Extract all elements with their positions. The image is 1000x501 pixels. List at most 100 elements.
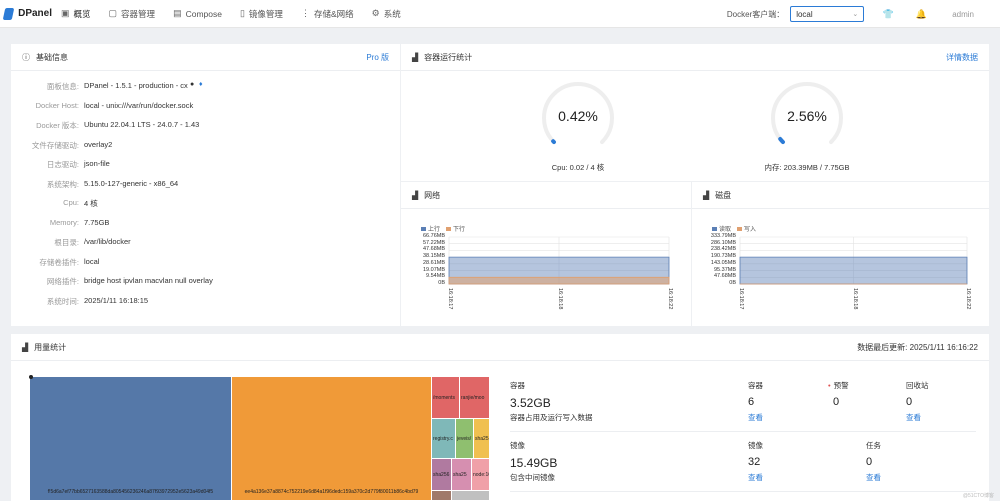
treemap-cell[interactable]: node:16	[472, 459, 490, 491]
info-value: /var/lib/docker	[84, 237, 131, 246]
container-view-link[interactable]: 查看	[748, 413, 763, 422]
warning-label: • 预警	[828, 381, 849, 390]
series-area-2	[448, 276, 670, 285]
info-value: local	[84, 256, 100, 266]
usage-title: 用量统计	[34, 342, 67, 352]
legend-label: 写入	[744, 227, 757, 233]
bell-icon[interactable]: 🔔	[915, 8, 927, 19]
cpu-caption: Cpu: 0.02 / 4 核	[551, 163, 605, 172]
info-row: 存储卷插件: local	[11, 257, 396, 271]
treemap-cell[interactable]: /moments	[432, 377, 460, 419]
container-section-label: 容器	[510, 381, 525, 390]
image-count-label: 镜像	[748, 441, 763, 450]
info-value: 5.15.0-127-generic - x86_64	[84, 178, 179, 188]
usage-treemap: f!5d6a7ef77bb6527163588da805456236246a87…	[30, 377, 490, 501]
legend-label: 读取	[719, 227, 732, 233]
info-value: 7.75GB	[84, 217, 110, 227]
image-view-link[interactable]: 查看	[748, 473, 763, 482]
nav-item-overview[interactable]: ▣ 概览	[61, 8, 91, 19]
y-tick-label: 66.76MB	[422, 233, 445, 239]
y-tick-label: 190.73MB	[710, 253, 736, 260]
container-size: 3.52GB	[510, 396, 551, 410]
treemap-cell-label: sha25	[475, 436, 489, 442]
legend-swatch	[712, 227, 717, 232]
recycle-view-link[interactable]: 查看	[906, 413, 921, 422]
chart-legend[interactable]: 读取 写入	[712, 224, 756, 233]
image-section-label: 镜像	[510, 441, 525, 450]
chart-legend[interactable]: 上行 下行	[421, 224, 465, 233]
pro-link[interactable]: Pro 版	[366, 52, 389, 62]
main-nav: ▣ 概览 ▢ 容器管理 ▤ Compose ▯ 镜像管理 ⋮ 存储&网络 ⚙ 系…	[52, 0, 410, 28]
treemap-cell-label: node:16	[473, 472, 490, 478]
bar-chart-icon: ▟	[22, 342, 29, 352]
github-icon[interactable]: ●	[190, 81, 195, 88]
treemap-corner-handle[interactable]	[29, 375, 33, 379]
info-label: Memory:	[49, 217, 79, 227]
info-value: json-file	[84, 159, 110, 168]
y-tick-label: 19.07MB	[422, 266, 445, 273]
docker-client-select[interactable]: local ⌄	[790, 6, 865, 22]
chart-svg	[448, 236, 670, 285]
docker-client-label: Docker客户端：	[726, 9, 785, 19]
cpu-percent: 0.42%	[558, 108, 598, 124]
treemap-cell[interactable]: jeveis/	[456, 419, 474, 459]
bar-chart-icon: ▟	[412, 190, 419, 200]
y-tick-label: 28.61MB	[422, 259, 445, 266]
y-tick-label: 9.54MB	[426, 273, 445, 280]
compose-icon: ▤	[173, 8, 182, 18]
runtime-panel: ▟ 容器运行统计 详情数据 0.42% Cpu: 0.02 / 4 核 2.56…	[401, 44, 989, 181]
detail-data-link[interactable]: 详情数据	[946, 52, 978, 62]
treemap-cell-label: /moments	[433, 395, 455, 401]
legend-item[interactable]: 上行	[421, 224, 440, 233]
last-updated: 数据最后更新: 2025/1/11 16:16:22	[857, 342, 978, 352]
user-name[interactable]: admin	[952, 9, 974, 19]
treemap-cell[interactable]: sha25	[452, 459, 472, 491]
treemap-cell[interactable]: registry.c	[432, 419, 456, 459]
info-row: Memory: 7.75GB	[11, 218, 396, 232]
treemap-cell[interactable]: ranjie/moo	[460, 377, 490, 419]
runtime-header: ▟ 容器运行统计 详情数据	[401, 44, 989, 71]
treemap-cell[interactable]: sha256	[432, 459, 452, 491]
recycle-count: 0	[906, 396, 913, 408]
basic-info-panel: ⓘ 基础信息 Pro 版 面板信息: DPanel - 1.5.1 - produ…	[11, 44, 400, 326]
treemap-cell[interactable]: f!5d6a7ef77bb6527163588da805456236246a87…	[30, 377, 232, 501]
task-view-link[interactable]: 查看	[866, 473, 881, 482]
info-row: 面板信息: DPanel - 1.5.1 - production - cx ● ♦	[11, 81, 396, 95]
treemap-cell[interactable]	[432, 491, 452, 501]
app-logo[interactable]: DPanel	[0, 7, 52, 20]
treemap-cell[interactable]	[452, 491, 490, 501]
treemap-cell[interactable]: sha25	[474, 419, 490, 459]
nav-item-compose[interactable]: ▤ Compose	[173, 8, 222, 19]
nav-item-containers[interactable]: ▢ 容器管理	[108, 8, 156, 19]
legend-swatch	[421, 227, 426, 232]
treemap-cell-label: registry.c	[433, 436, 453, 442]
shirt-icon[interactable]: 👕	[882, 8, 894, 19]
y-tick-label: 38.15MB	[422, 253, 445, 260]
usage-header: ▟ 用量统计 数据最后更新: 2025/1/11 16:16:22	[11, 334, 989, 361]
treemap-cell[interactable]: ee4a136e37a8874c752219e6d84a1f96dedc159a…	[232, 377, 432, 501]
info-row: 文件存储驱动: overlay2	[11, 140, 396, 154]
usage-divider-2	[510, 491, 976, 492]
nav-item-images[interactable]: ▯ 镜像管理	[239, 8, 283, 19]
y-tick-label: 47.68MB	[713, 273, 736, 280]
legend-item[interactable]: 写入	[737, 224, 756, 233]
info-value: overlay2	[84, 139, 113, 149]
info-value: local - unix:///var/run/docker.sock	[84, 100, 194, 110]
legend-item[interactable]: 读取	[712, 224, 731, 233]
info-label: 网络插件:	[46, 277, 79, 286]
legend-item[interactable]: 下行	[446, 224, 465, 233]
nav-item-storage-network[interactable]: ⋮ 存储&网络	[300, 8, 354, 19]
cpu-gauge-ring	[542, 82, 614, 145]
y-tick-label: 0B	[438, 280, 445, 286]
y-tick-label: 286.10MB	[710, 239, 736, 246]
info-row: Docker Host: local - unix:///var/run/dock…	[11, 101, 396, 115]
info-label: 根目录:	[54, 238, 79, 247]
nav-item-system[interactable]: ⚙ 系统	[371, 8, 401, 19]
treemap-cell-label: ranjie/moo	[461, 395, 485, 401]
recycle-label: 回收站	[906, 381, 929, 390]
info-row: Docker 版本: Ubuntu 22.04.1 LTS - 24.0.7 - …	[11, 120, 396, 134]
notification-icon[interactable]: ♦	[199, 81, 203, 88]
x-tick-label: 16:18:17	[447, 288, 453, 310]
info-row: 日志驱动: json-file	[11, 159, 396, 173]
image-count: 32	[748, 456, 761, 468]
